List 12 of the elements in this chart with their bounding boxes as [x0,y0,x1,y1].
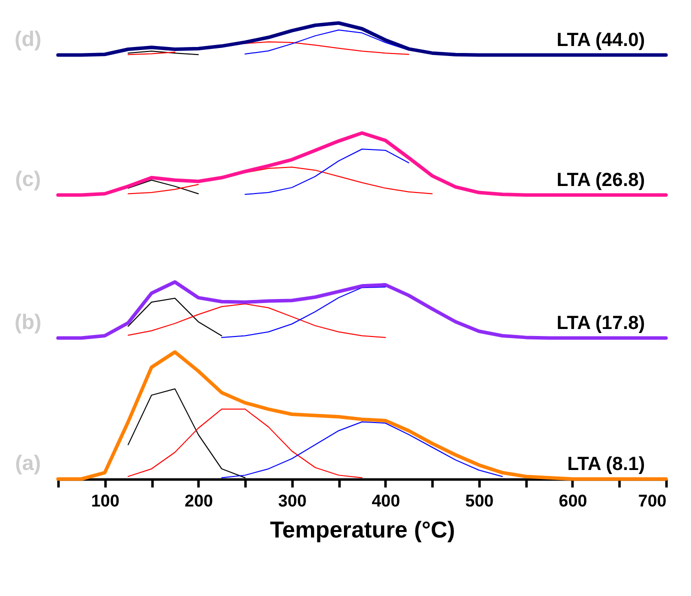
annotation: LTA (44.0) [556,30,645,51]
x-tick-label: 500 [465,492,494,510]
x-tick-label: 400 [372,492,400,510]
x-axis-title: Temperature (°C) [270,516,456,542]
x-tick-label: 200 [184,492,213,510]
x-tick-label: 700 [638,492,666,510]
annotation: LTA (17.8) [556,313,645,334]
x-tick-label: 100 [91,492,120,510]
annotation: LTA (26.8) [556,170,645,191]
x-tick-label: 300 [278,492,307,510]
annotation: LTA (8.1) [567,454,645,475]
x-tick-label: 600 [558,492,588,510]
